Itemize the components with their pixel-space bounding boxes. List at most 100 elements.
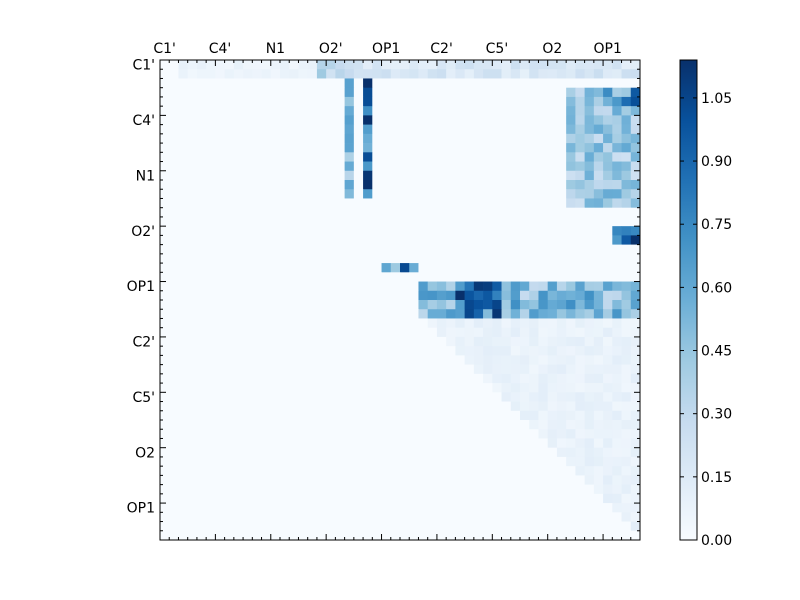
heatmap-cell	[593, 170, 604, 181]
y-tick-label: O2	[135, 445, 155, 461]
heatmap-cell	[381, 383, 392, 393]
heatmap-cell	[187, 438, 198, 449]
heatmap-cell	[556, 170, 567, 181]
heatmap-cell	[270, 272, 281, 282]
heatmap-cell	[390, 143, 401, 153]
heatmap-cell	[510, 410, 521, 421]
heatmap-cell	[363, 456, 373, 467]
heatmap-cell	[418, 318, 429, 329]
heatmap-cell	[298, 503, 309, 513]
heatmap-cell	[409, 281, 419, 292]
heatmap-cell	[353, 300, 364, 310]
heatmap-cell	[593, 475, 604, 485]
heatmap-cell	[621, 355, 632, 365]
heatmap-cell	[252, 420, 262, 430]
heatmap-cell	[390, 355, 401, 365]
heatmap-cell	[566, 456, 576, 467]
y-tick-label: OP1	[127, 501, 155, 517]
heatmap-cell	[243, 87, 253, 98]
heatmap-cell	[215, 364, 225, 375]
heatmap-cell	[206, 87, 216, 98]
heatmap-cell	[400, 253, 410, 264]
heatmap-cell	[215, 263, 225, 273]
heatmap-cell	[381, 512, 392, 522]
heatmap-cell	[298, 180, 309, 190]
heatmap-cell	[353, 447, 364, 458]
heatmap-cell	[584, 346, 595, 356]
heatmap-cell	[187, 170, 198, 181]
heatmap-cell	[492, 272, 502, 282]
heatmap-cell	[252, 115, 262, 125]
x-tick-labels: C1' C4' N1 O2' OP1 C2' C5' O2 OP1	[153, 41, 622, 57]
heatmap-cell	[473, 475, 484, 485]
heatmap-cell	[501, 383, 512, 393]
heatmap-cell	[621, 78, 632, 89]
heatmap-cell	[547, 512, 558, 522]
heatmap-cell	[206, 78, 216, 89]
heatmap-cell	[289, 410, 299, 421]
heatmap-cell	[446, 309, 456, 319]
heatmap-cell	[344, 410, 355, 421]
heatmap-cell	[224, 530, 235, 541]
heatmap-cell	[169, 438, 179, 449]
heatmap-cell	[224, 60, 235, 70]
heatmap-cell	[455, 115, 465, 125]
heatmap-cell	[316, 189, 327, 199]
heatmap-cell	[520, 336, 530, 347]
heatmap-cell	[492, 161, 502, 172]
heatmap-cell	[169, 124, 179, 135]
heatmap-cell	[298, 346, 309, 356]
heatmap-cell	[381, 170, 392, 181]
heatmap-cell	[409, 152, 419, 162]
heatmap-cell	[206, 263, 216, 273]
heatmap-cell	[169, 300, 179, 310]
heatmap-cell	[427, 355, 438, 365]
heatmap-cell	[196, 392, 207, 402]
heatmap-cell	[612, 318, 622, 329]
heatmap-cell	[566, 96, 576, 107]
heatmap-cell	[603, 180, 613, 190]
heatmap-cell	[233, 272, 244, 282]
heatmap-cell	[372, 133, 382, 144]
heatmap-cell	[547, 346, 558, 356]
heatmap-cell	[464, 503, 475, 513]
heatmap-cell	[603, 512, 613, 522]
heatmap-cell	[427, 401, 438, 412]
heatmap-cell	[289, 106, 299, 116]
heatmap-cell	[196, 170, 207, 181]
heatmap-cell	[427, 115, 438, 125]
heatmap-cell	[538, 456, 549, 467]
heatmap-cell	[215, 447, 225, 458]
heatmap-cell	[261, 180, 272, 190]
heatmap-cell	[326, 198, 336, 209]
heatmap-cell	[289, 373, 299, 384]
heatmap-cell	[252, 503, 262, 513]
heatmap-cell	[326, 466, 336, 476]
heatmap-cell	[169, 281, 179, 292]
heatmap-cell	[390, 96, 401, 107]
heatmap-cell	[289, 253, 299, 264]
heatmap-cell	[270, 466, 281, 476]
heatmap-cell	[298, 456, 309, 467]
heatmap-cell	[400, 235, 410, 245]
heatmap-cell	[233, 318, 244, 329]
heatmap-cell	[160, 383, 170, 393]
heatmap-cell	[243, 309, 253, 319]
heatmap-cell	[520, 96, 530, 107]
heatmap-cell	[280, 78, 290, 89]
heatmap-cell	[593, 115, 604, 125]
heatmap-cell	[436, 309, 447, 319]
heatmap-cell	[621, 161, 632, 172]
heatmap-cell	[612, 484, 622, 495]
heatmap-cell	[206, 318, 216, 329]
heatmap-cell	[372, 493, 382, 504]
heatmap-cell	[307, 180, 318, 190]
heatmap-cell	[270, 503, 281, 513]
heatmap-cell	[483, 530, 493, 541]
heatmap-cell	[520, 161, 530, 172]
heatmap-cell	[233, 189, 244, 199]
heatmap-cell	[603, 383, 613, 393]
heatmap-cell	[390, 87, 401, 98]
heatmap-cell	[160, 263, 170, 273]
heatmap-cell	[603, 281, 613, 292]
